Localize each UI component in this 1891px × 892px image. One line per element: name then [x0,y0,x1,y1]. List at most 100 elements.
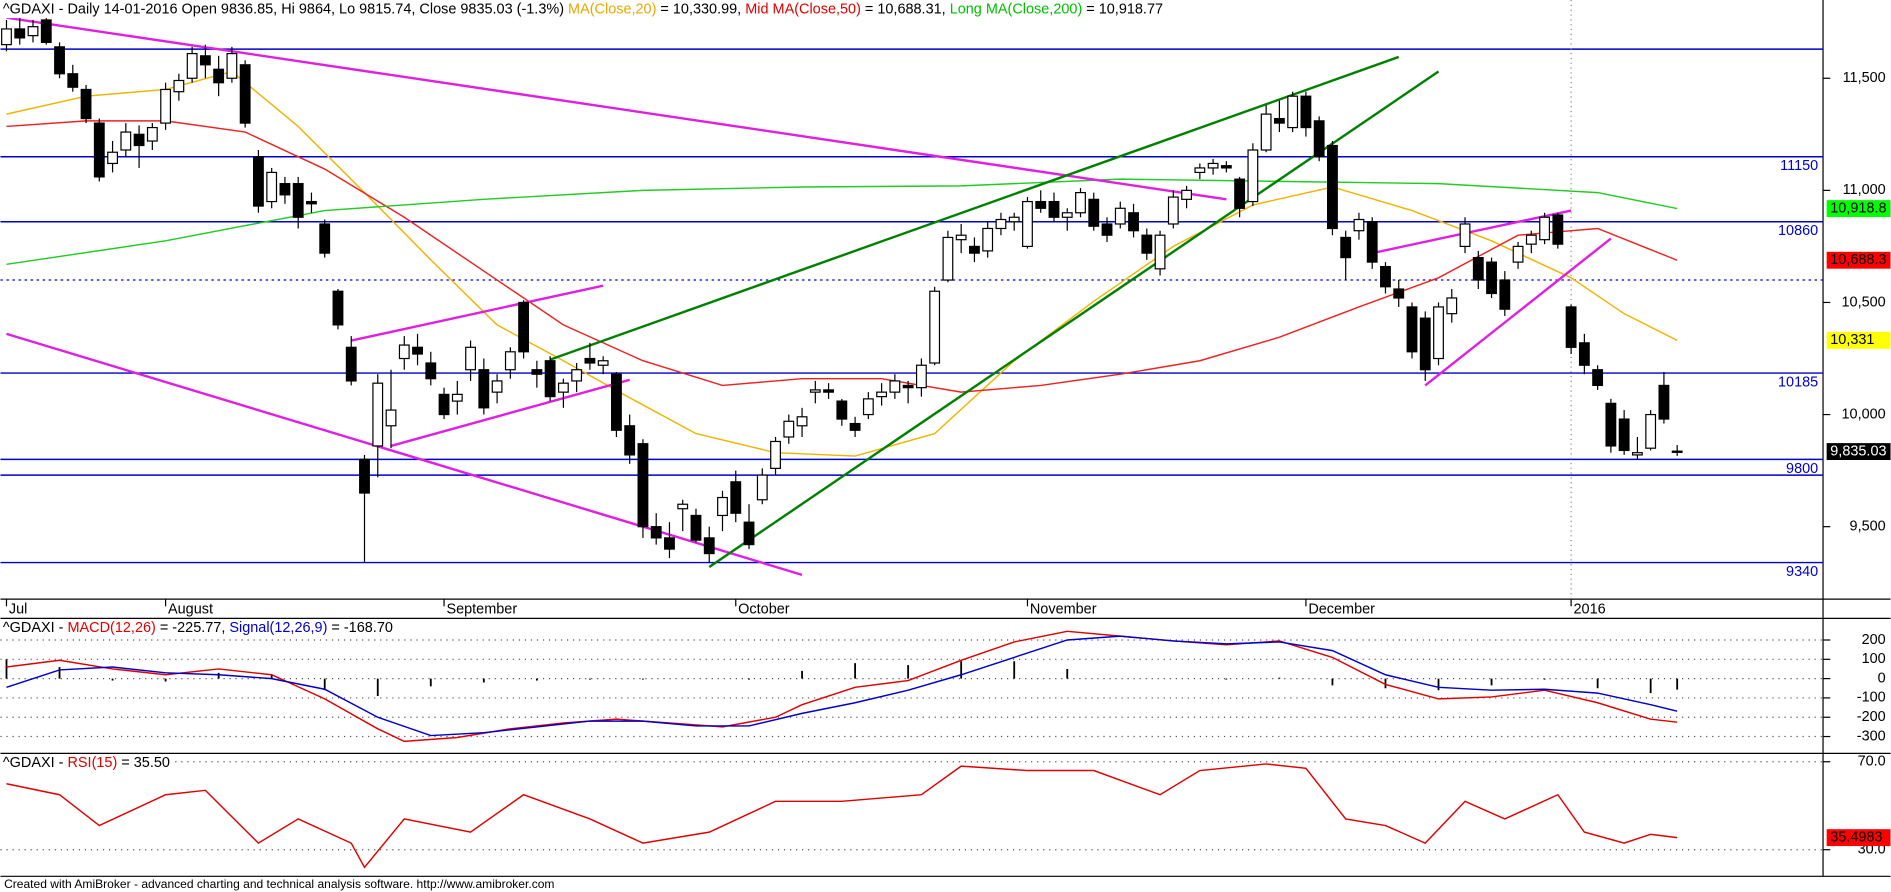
candle-body [1008,216,1020,223]
candle-body [120,131,132,151]
candle-body [504,351,516,371]
title-part: = 35.50 [117,755,170,771]
candle-body [1486,261,1497,295]
level-label: 10185 [1778,375,1818,391]
trendline [1371,209,1572,255]
candle-body [717,496,728,517]
candle-body [1128,212,1139,232]
candle-body [664,537,675,550]
price-tag [1826,331,1891,349]
candle-body [889,380,901,393]
title-background [0,619,396,637]
footer: Created with AmiBroker - advanced charti… [4,877,554,891]
candle-body [80,88,92,120]
candle-body [783,420,795,438]
candle-body [1287,95,1299,129]
candle-body [239,64,251,124]
candle-body [955,234,967,241]
candle-body [796,416,808,427]
candle-body [345,346,357,382]
candle-body [398,344,410,360]
trendline [390,378,631,448]
candle-body [1101,223,1113,236]
y-tick-label: 200 [1862,632,1886,648]
candle-body [412,346,423,355]
title-part: Long MA(Close,200) [950,1,1083,17]
candle-body [915,364,927,389]
candle-body [929,290,941,364]
candle-body [1167,196,1179,225]
candle-body [557,382,569,393]
candle-body [1658,384,1670,420]
candle-body [518,301,530,353]
candle-body [756,474,768,501]
x-tick-label: September [446,602,517,618]
candle-body [54,46,65,75]
y-tick-label: 11,000 [1843,182,1886,198]
candle-body [40,19,52,43]
candle-body [1645,413,1657,449]
candle-body [1393,288,1405,299]
candle-body [1552,214,1564,245]
title-background [0,754,173,772]
candle-body [982,227,994,252]
candle-body [160,88,172,124]
candle-body [213,68,225,84]
candle-body [1327,144,1338,230]
candle-body [1631,452,1643,456]
candle-body [584,357,596,364]
candle-body [252,156,264,207]
x-tick-label: December [1308,602,1375,618]
candle-body [1207,162,1219,169]
title-part: = -225.77, [156,620,230,636]
x-tick-label: November [1030,602,1097,618]
candle-body [1061,212,1073,218]
trendline [350,284,604,342]
candle-body [1406,306,1418,353]
candle-body [1220,165,1232,169]
candle-body [425,362,437,380]
y-tick-label: -300 [1857,728,1886,744]
candle-body [1300,95,1312,129]
level-label: 10860 [1778,223,1818,239]
candle-body [531,369,543,375]
price-tag [1826,200,1891,217]
candle-body [1114,207,1126,225]
price-tag-label: 10,918.8 [1830,200,1886,216]
candle-body [823,389,834,393]
candle-body [1565,306,1577,348]
candle-body [730,481,742,514]
candle-body [1234,178,1246,209]
candle-body [1194,167,1206,174]
title-part: Signal(12,26,9) [229,620,327,636]
price-tag-label: 10,331 [1830,332,1874,348]
candle-body [650,526,662,539]
candle-body [862,398,874,416]
candle-body [1154,234,1166,270]
candle-body [133,133,145,147]
candle-body [27,26,39,37]
title-part: RSI(15) [67,755,117,771]
candle-body [611,373,622,431]
candle-body [359,458,370,494]
candle-body [385,409,397,427]
candle-body [677,503,689,510]
candle-body [372,382,384,447]
candle-body [1499,279,1511,310]
candle-body [279,183,291,196]
y-tick-label: 0 [1878,670,1886,686]
title-part: MACD(12,26) [67,620,155,636]
candle-body [1048,200,1060,218]
indicator-line [6,70,1678,457]
candle-body [1353,218,1365,232]
candle-body [1671,450,1683,453]
title-part: MA(Close,20) [568,1,656,17]
title-part: ^GDAXI - Daily 14-01-2016 Open 9836.85, … [3,1,568,17]
title-part: = 10,330.99, [656,1,745,17]
x-tick-label: August [168,602,213,618]
candle-body [491,380,503,393]
candle-body [266,171,278,203]
candle-body [743,521,755,546]
price-tag-label: 10,688.3 [1830,252,1886,268]
candle-body [770,440,781,469]
